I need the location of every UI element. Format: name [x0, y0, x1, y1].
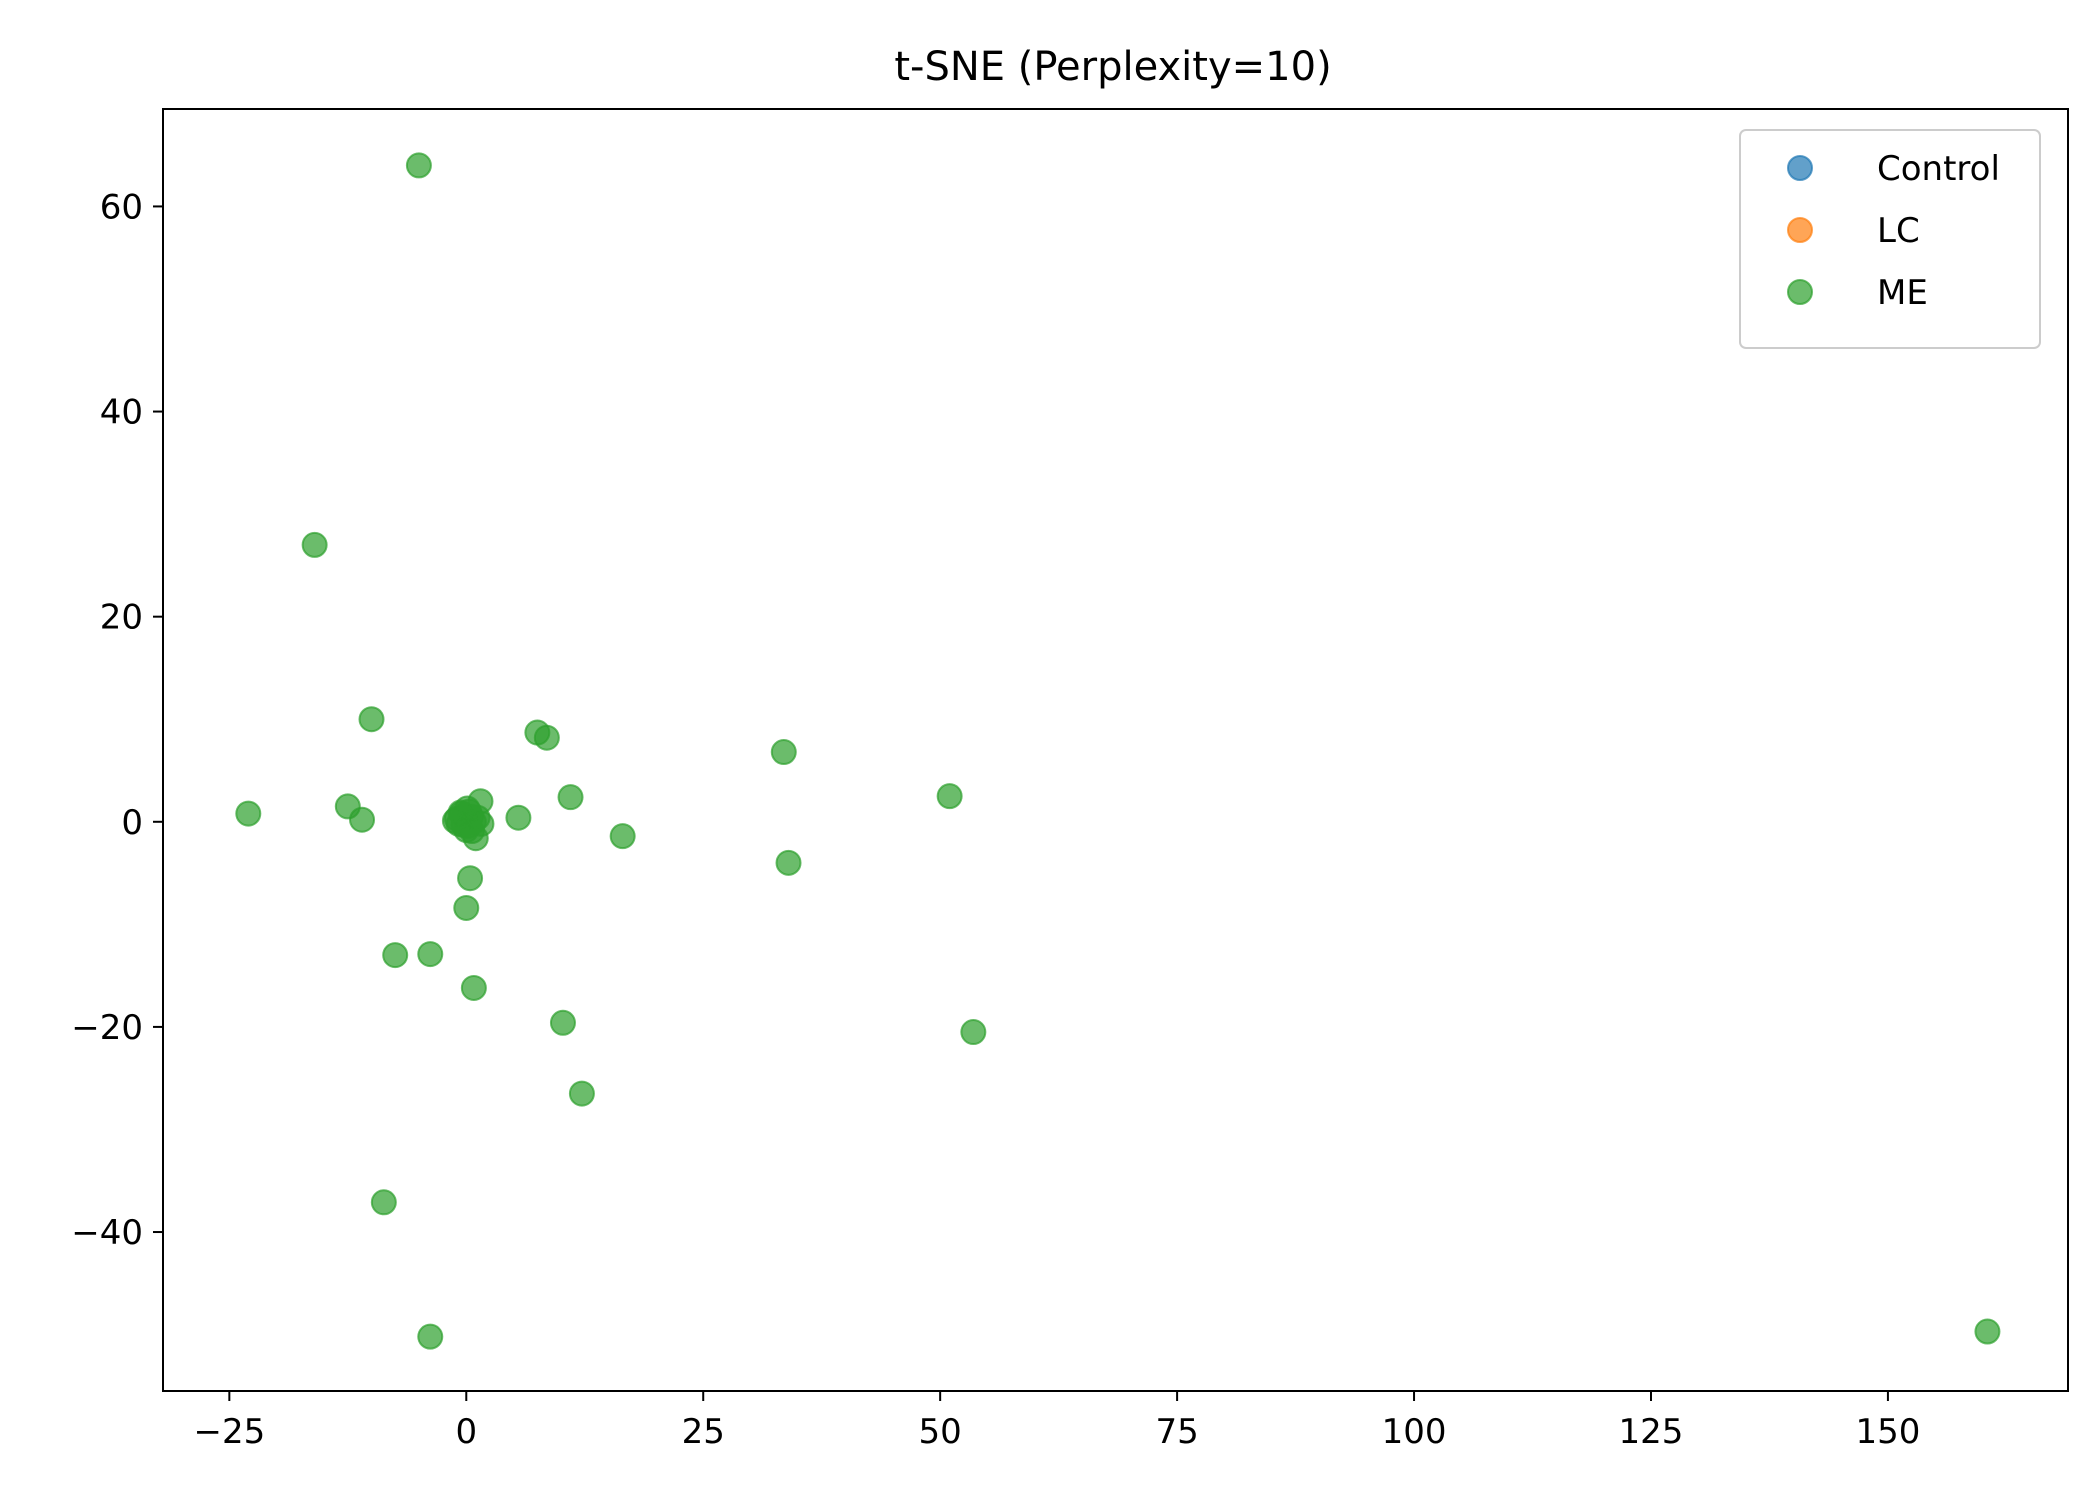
data-point-me-16 [457, 865, 484, 892]
legend-label-me: ME [1877, 273, 1928, 313]
data-point-me-23 [370, 1189, 397, 1216]
y-tick-label: 20 [100, 598, 143, 638]
data-point-me-21 [549, 1009, 576, 1036]
points-layer [235, 152, 2001, 1350]
data-point-me-5 [349, 806, 376, 833]
data-point-me-24 [417, 1323, 444, 1350]
data-point-me-0 [405, 152, 432, 179]
x-tick-label: 100 [1382, 1412, 1447, 1452]
data-point-me-25 [1974, 1318, 2001, 1345]
legend-marker-lc [1787, 217, 1813, 243]
data-point-me-2 [358, 706, 385, 733]
legend-marker-me [1787, 279, 1813, 305]
data-point-me-20 [460, 974, 487, 1001]
legend: Control LC ME [1739, 129, 2041, 349]
y-axis: −40 −20 0 20 40 60 [71, 187, 163, 1253]
legend-box [1739, 129, 2041, 349]
x-tick-label: 75 [1155, 1412, 1198, 1452]
x-tick-label: 150 [1855, 1412, 1920, 1452]
data-point-me-10 [557, 784, 584, 811]
y-tick-label: −40 [71, 1213, 143, 1253]
data-point-me-22 [568, 1080, 595, 1107]
plot-frame [162, 108, 2069, 1392]
data-point-me-7 [533, 724, 560, 751]
x-tick-label: 25 [682, 1412, 725, 1452]
data-point-me-13 [775, 849, 802, 876]
data-point-me-12 [770, 739, 797, 766]
data-point-me-11 [609, 823, 636, 850]
y-tick-label: 0 [121, 803, 143, 843]
legend-label-control: Control [1877, 149, 2000, 189]
legend-marker-control [1787, 155, 1813, 181]
y-tick-label: 40 [100, 393, 143, 433]
data-point-me-14 [936, 783, 963, 810]
data-point-me-15 [960, 1019, 987, 1046]
x-axis: −25 0 25 50 75 100 125 150 [193, 1391, 1920, 1452]
y-tick-label: −20 [71, 1008, 143, 1048]
x-tick-label: 50 [919, 1412, 962, 1452]
data-point-me-19 [417, 941, 444, 968]
data-point-me-17 [453, 894, 480, 921]
data-point-me-3 [235, 800, 262, 827]
data-point-me-9 [505, 804, 532, 831]
data-point-me-1 [301, 531, 328, 558]
chart-title: t-SNE (Perplexity=10) [894, 44, 1331, 90]
x-tick-label: 0 [455, 1412, 477, 1452]
data-point-me-43 [454, 795, 481, 822]
x-tick-label: −25 [193, 1412, 265, 1452]
legend-label-lc: LC [1877, 211, 1920, 251]
data-point-me-18 [382, 942, 409, 969]
x-tick-label: 125 [1619, 1412, 1684, 1452]
y-tick-label: 60 [100, 187, 143, 227]
